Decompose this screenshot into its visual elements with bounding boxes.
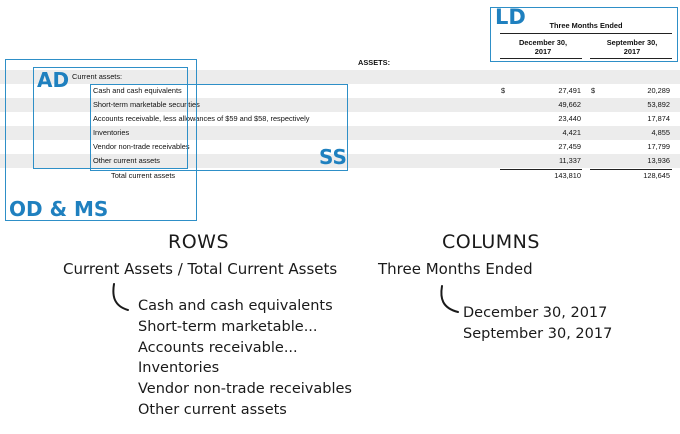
columns-caption-list: December 30, 2017 September 30, 2017 (463, 303, 612, 345)
list-item: December 30, 2017 (463, 305, 608, 321)
row-value-september: 17,799 (647, 142, 670, 151)
header-group-label: Three Months Ended (549, 21, 623, 30)
ad-tag: AD (37, 68, 70, 92)
columns-bracket-icon (440, 285, 459, 313)
ss-highlight-box (90, 84, 348, 171)
total-label: Total current assets (111, 171, 176, 180)
row-label: Inventories (93, 128, 130, 137)
subtotal-rule-left (500, 169, 582, 170)
row-value-december: 27,459 (558, 142, 581, 151)
row-value-september: 53,892 (647, 100, 670, 109)
total-value-september: 128,645 (643, 171, 670, 180)
list-item: Cash and cash equivalents (138, 298, 333, 314)
ld-tag: LD (495, 5, 526, 29)
col-header-rule-left (500, 58, 582, 59)
col-september-header: September 30, 2017 (589, 38, 675, 56)
list-item: Inventories (138, 360, 220, 377)
table-row: Inventories 4,421 4,855 (0, 126, 680, 140)
odms-tag: OD & MS (9, 197, 109, 221)
row-label: Other current assets (93, 156, 160, 165)
row-value-december: 4,421 (562, 128, 582, 137)
row-label: Short-term marketable securities (93, 100, 200, 109)
row-value-december: 27,491 (558, 86, 581, 95)
table-row: Accounts receivable, less allowances of … (0, 112, 680, 126)
group-row: Current assets: (0, 70, 680, 84)
currency-symbol: $ (591, 86, 596, 95)
row-value-september: 4,855 (651, 128, 671, 137)
col-december-label: December 30, (518, 38, 568, 47)
ad-highlight-box (33, 67, 188, 169)
table-row: Cash and cash equivalents $ 27,491 $ 20,… (0, 84, 680, 98)
row-label: Accounts receivable, less allowances of … (93, 114, 310, 123)
col-december-header: December 30, 2017 (500, 38, 586, 56)
row-value-december: 23,440 (558, 114, 581, 123)
table-row: Short-term marketable securities 49,662 … (0, 98, 680, 112)
ss-tag: SS (319, 145, 347, 169)
list-item: Other current assets (138, 401, 287, 418)
columns-caption-subtitle: Three Months Ended (378, 260, 533, 278)
ld-highlight-box (490, 7, 678, 62)
rows-caption-list: Cash and cash equivalents Short-term mar… (138, 296, 352, 421)
row-value-september: 13,936 (647, 156, 670, 165)
rows-caption-subtitle: Current Assets / Total Current Assets (63, 260, 338, 278)
header-group-rule (500, 33, 672, 34)
rows-bracket-icon (112, 283, 129, 311)
rows-caption-title: ROWS (168, 231, 230, 253)
section-assets-heading: ASSETS: (358, 58, 391, 67)
total-row: Total current assets 143,810 128,645 (0, 169, 680, 183)
list-item: Vendor non-trade receivables (138, 381, 352, 398)
subtotal-rule-right (590, 169, 672, 170)
row-value-december: 11,337 (558, 156, 581, 165)
row-label: Vendor non-trade receivables (93, 142, 190, 151)
row-label: Cash and cash equivalents (93, 86, 182, 95)
list-item: Short-term marketable... (138, 318, 318, 335)
col-header-rule-right (590, 58, 672, 59)
table-row: Vendor non-trade receivables 27,459 17,7… (0, 140, 680, 154)
currency-symbol: $ (501, 86, 506, 95)
col-december-year: 2017 (534, 47, 552, 56)
row-value-september: 20,289 (647, 86, 670, 95)
list-item: September 30, 2017 (463, 325, 613, 342)
col-september-year: 2017 (623, 47, 641, 56)
table-row: Other current assets 11,337 13,936 (0, 154, 680, 168)
col-september-label: September 30, (606, 38, 658, 47)
total-value-december: 143,810 (554, 171, 581, 180)
odms-highlight-box (5, 59, 197, 221)
row-value-september: 17,874 (647, 114, 670, 123)
group-label: Current assets: (72, 72, 123, 81)
row-value-december: 49,662 (558, 100, 581, 109)
columns-caption-title: COLUMNS (442, 231, 540, 253)
list-item: Accounts receivable... (138, 339, 298, 356)
